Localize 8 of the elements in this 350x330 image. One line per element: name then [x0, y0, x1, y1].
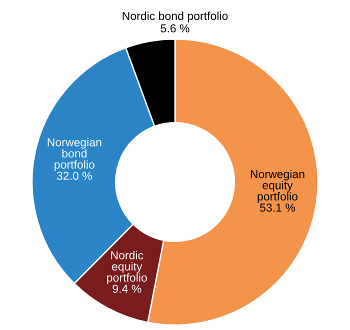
data-label: 32.0 %	[56, 172, 92, 180]
data-label: 9.4 %	[112, 284, 142, 293]
slice-label: Norwegian equity portfolio	[250, 170, 304, 203]
slice-label: Nordic equity portfolio	[107, 250, 147, 284]
data-label: 5.6 %	[160, 24, 190, 32]
slice-label: Norwegian bond portfolio	[48, 138, 102, 171]
data-label: 53.1 %	[260, 204, 296, 212]
slice-label: Nordic bond portfolio	[122, 12, 228, 22]
